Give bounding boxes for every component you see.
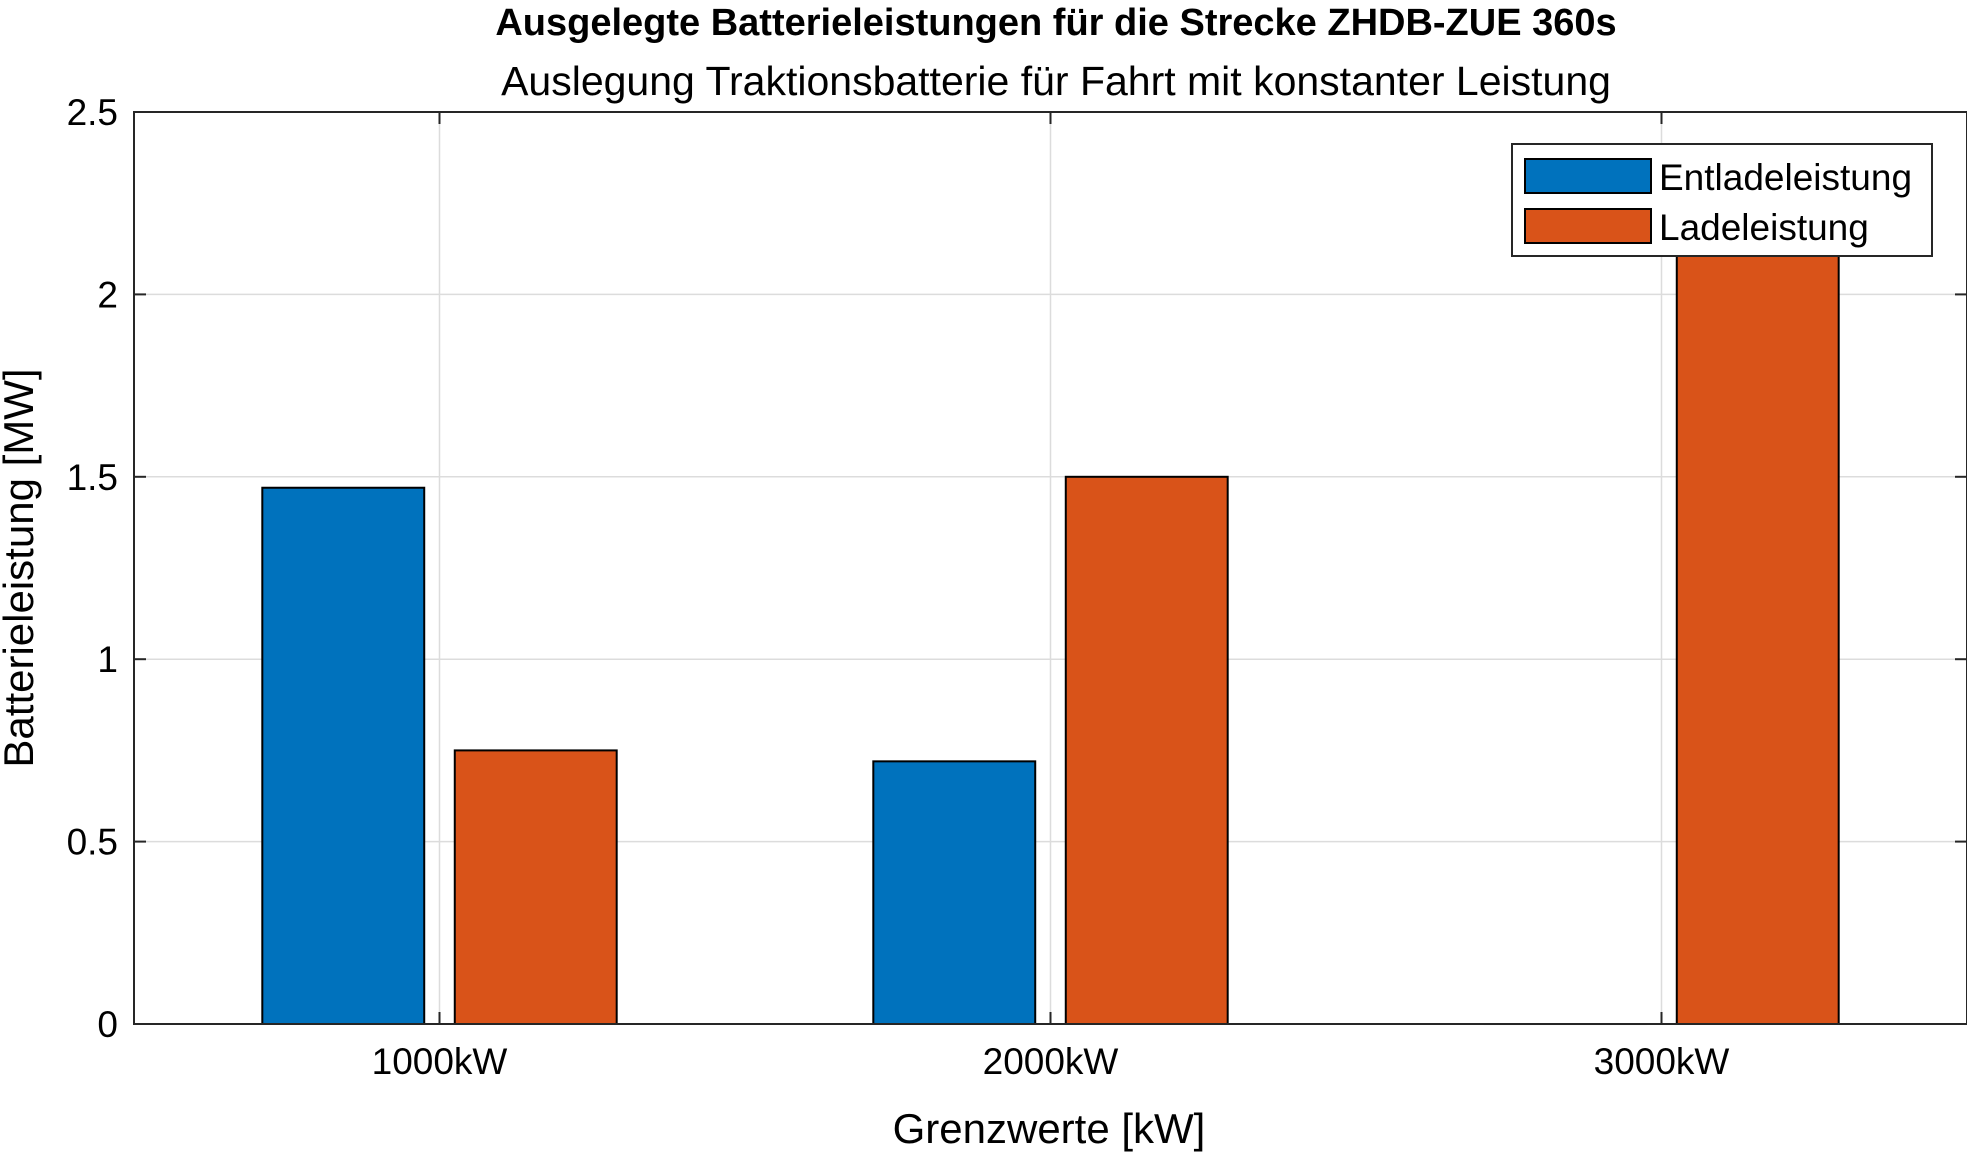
y-tick-label: 1: [97, 639, 118, 680]
y-axis-label: Batterieleistung [MW]: [0, 368, 42, 767]
bar-entladeleistung-1000kw: [261, 486, 426, 1025]
legend-label-entladeleistung: Entladeleistung: [1659, 157, 1912, 198]
bar-ladeleistung-3000kw: [1675, 253, 1840, 1026]
bar-ladeleistung-2000kw: [1064, 475, 1229, 1025]
bar-ladeleistung-1000kw: [453, 749, 618, 1026]
x-axis-label: Grenzwerte [kW]: [893, 1105, 1206, 1152]
y-tick-label: 0.5: [67, 822, 118, 863]
x-tick-label: 1000kW: [372, 1041, 508, 1082]
y-tick-label: 2: [97, 274, 118, 315]
x-axis-ticks: 1000kW 2000kW 3000kW: [372, 112, 1730, 1082]
legend: Entladeleistung Ladeleistung: [1511, 143, 1933, 257]
bars: [261, 253, 1840, 1026]
legend-label-ladeleistung: Ladeleistung: [1659, 207, 1869, 248]
legend-swatch-ladeleistung: [1524, 208, 1652, 244]
chart-subtitle: Auslegung Traktionsbatterie für Fahrt mi…: [501, 58, 1611, 104]
y-tick-label: 1.5: [67, 457, 118, 498]
x-tick-label: 3000kW: [1594, 1041, 1730, 1082]
legend-swatch-entladeleistung: [1524, 158, 1652, 194]
grid-lines: [134, 112, 1967, 1024]
y-tick-label: 2.5: [67, 92, 118, 133]
chart-title: Ausgelegte Batterieleistungen für die St…: [495, 2, 1616, 44]
y-axis-ticks: 0 0.5 1 1.5 2 2.5: [67, 92, 1967, 1045]
x-tick-label: 2000kW: [983, 1041, 1119, 1082]
bar-entladeleistung-2000kw: [872, 760, 1037, 1025]
y-tick-label: 0: [97, 1004, 118, 1045]
